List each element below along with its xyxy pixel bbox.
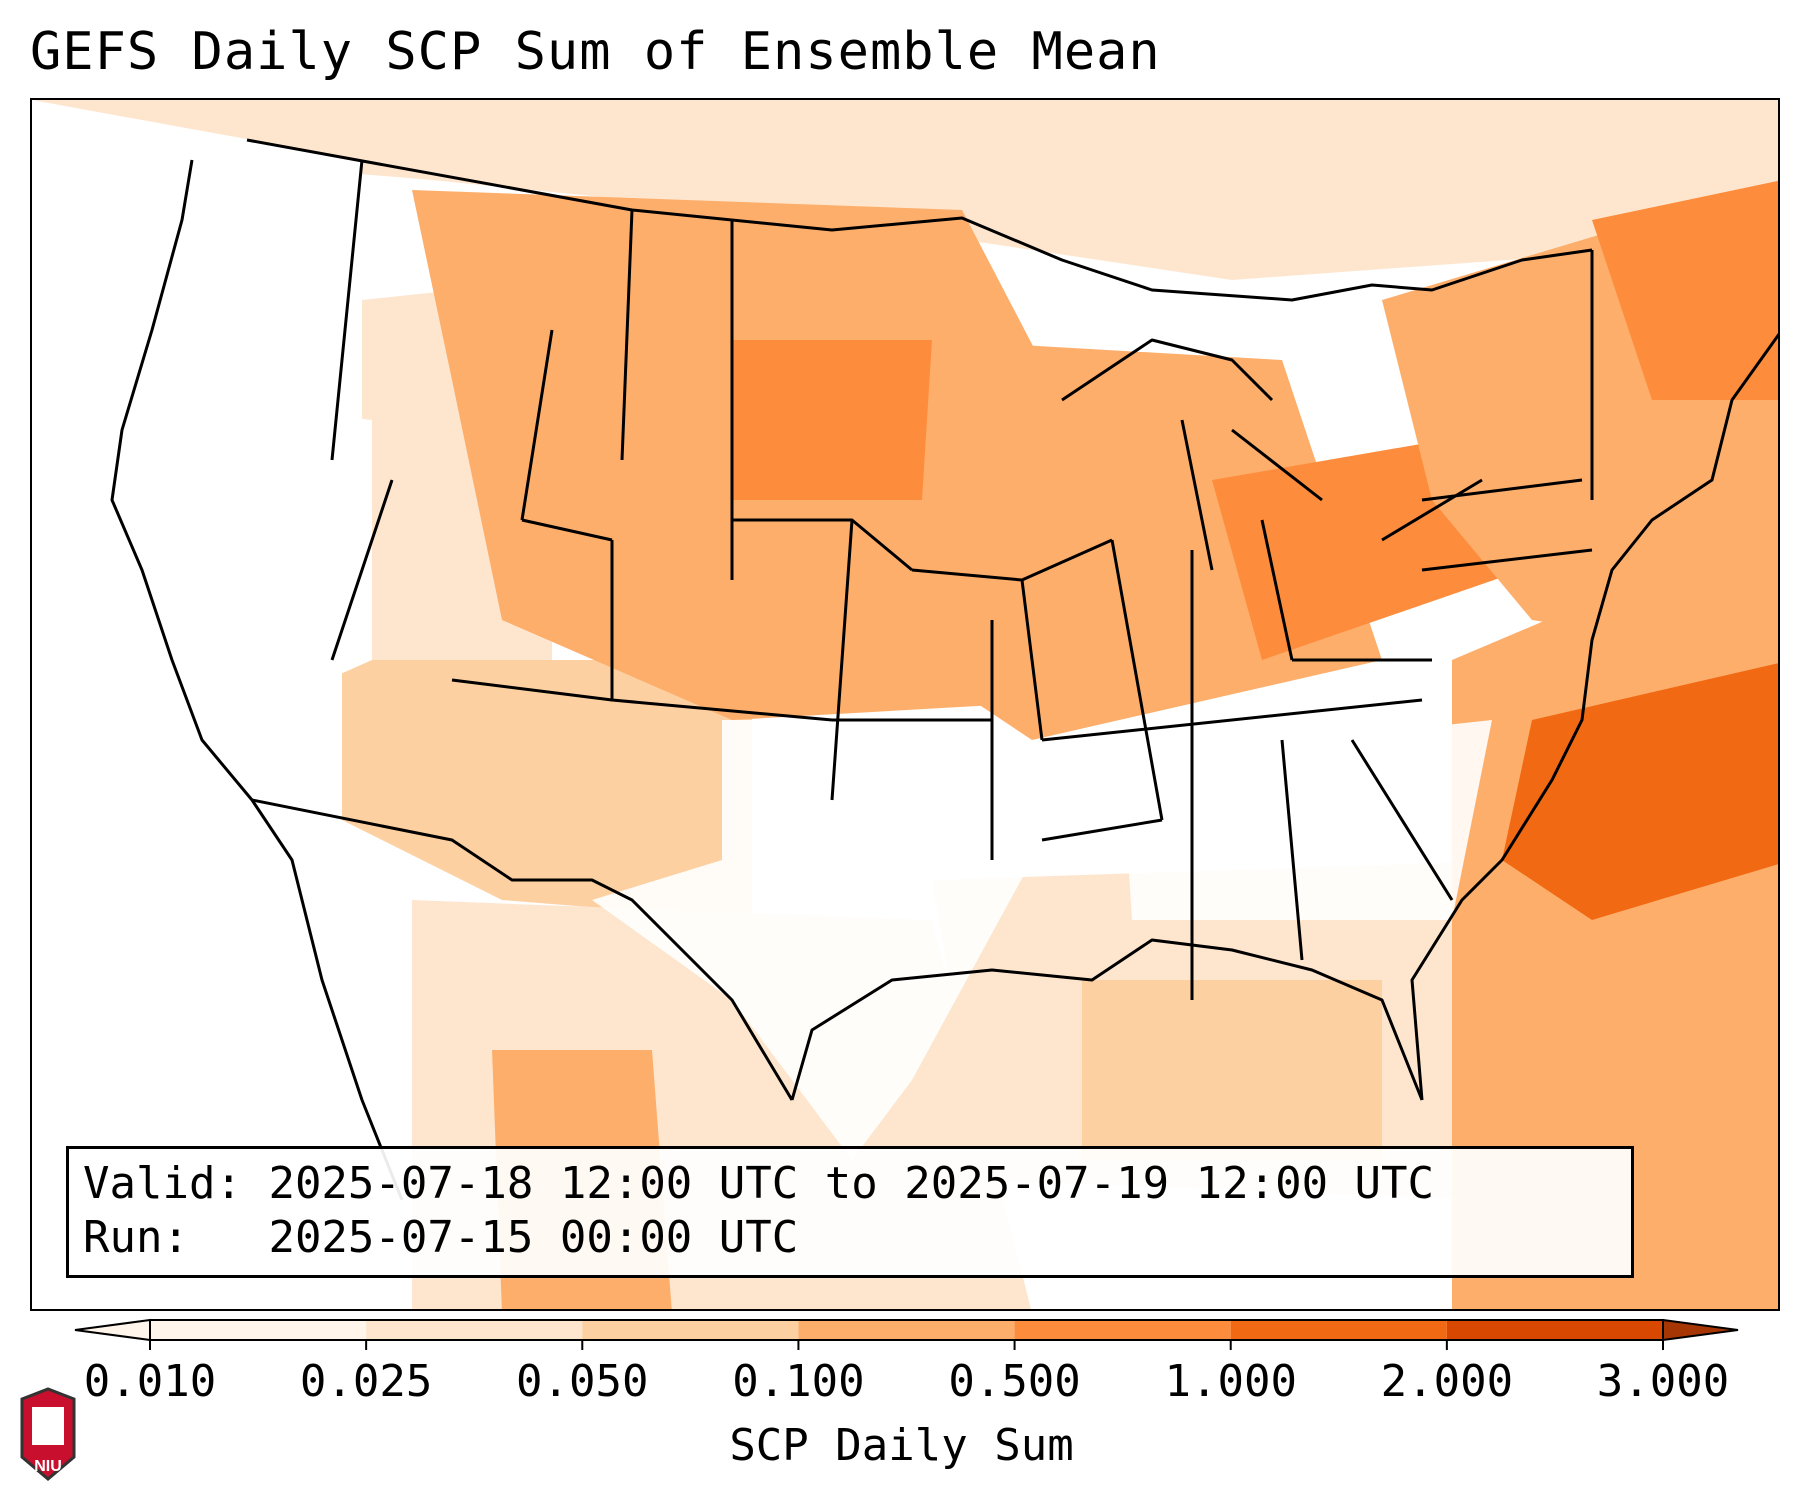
colorbar-segment-4 [1014, 1320, 1231, 1340]
coastline-gulf [790, 938, 1424, 1101]
field-region-southeast-blank [1122, 720, 1492, 920]
field-region-texas-blank [592, 720, 1032, 1160]
colorbar-segment-0 [150, 1320, 367, 1340]
run-value: 2025-07-15 00:00 UTC [268, 1212, 799, 1263]
colorbar-tick-label: 2.000 [1380, 1356, 1514, 1407]
run-label: Run: [83, 1212, 189, 1263]
scp-field [32, 100, 1778, 1309]
map-panel [30, 98, 1780, 1311]
logo-building [32, 1407, 64, 1445]
colorbar-tick-label: 3.000 [1596, 1356, 1730, 1407]
map-svg [32, 100, 1778, 1309]
field-region-canada [32, 100, 1778, 280]
valid-value: 2025-07-18 12:00 UTC to 2025-07-19 12:00… [268, 1158, 1435, 1209]
field-region-northeast-core [1592, 180, 1778, 400]
field-region-gulf-core [1082, 980, 1382, 1160]
logo-text: NIU [34, 1458, 62, 1475]
field-region-atlantic-offshore [1502, 663, 1778, 920]
chart-title: GEFS Daily SCP Sum of Ensemble Mean [30, 22, 1161, 82]
state-lines [330, 159, 1594, 1000]
border-us-mexico [251, 798, 794, 1101]
field-region-south-dakota-core [732, 340, 932, 500]
field-region-southwest [342, 660, 752, 920]
great-lakes [1061, 338, 1483, 571]
colorbar-tick-label: 0.010 [83, 1356, 217, 1407]
colorbar-extend-high [1662, 1318, 1739, 1342]
colorbar-segment-5 [1230, 1320, 1447, 1340]
colorbar [74, 1318, 1739, 1350]
colorbar-tick-label: 0.100 [732, 1356, 865, 1407]
coastline-west [110, 159, 404, 1201]
colorbar-extend-low [74, 1318, 151, 1342]
colorbar-segment-3 [798, 1320, 1015, 1340]
boundaries [110, 138, 1778, 1201]
niu-logo: NIU [20, 1387, 76, 1481]
valid-label: Valid: [83, 1158, 242, 1209]
border-us-canada [246, 138, 1593, 302]
colorbar-segment-1 [366, 1320, 583, 1340]
colorbar-tick-label: 1.000 [1164, 1356, 1297, 1407]
colorbar-segment-2 [582, 1320, 799, 1340]
colorbar-outline [149, 1319, 1664, 1341]
colorbar-segment-6 [1446, 1320, 1663, 1340]
colorbar-tick-label: 0.500 [948, 1356, 1081, 1407]
coastline-east [1410, 333, 1778, 1101]
field-region-pacific-blank [32, 100, 362, 1309]
colorbar-tick-label: 0.025 [299, 1356, 433, 1407]
colorbar-tick-label: 0.050 [516, 1356, 649, 1407]
valid-run-info-box: Valid: 2025-07-18 12:00 UTC to 2025-07-1… [66, 1146, 1634, 1278]
colorbar-title: SCP Daily Sum [729, 1420, 1074, 1471]
field-region-nevada-blank [192, 400, 372, 700]
